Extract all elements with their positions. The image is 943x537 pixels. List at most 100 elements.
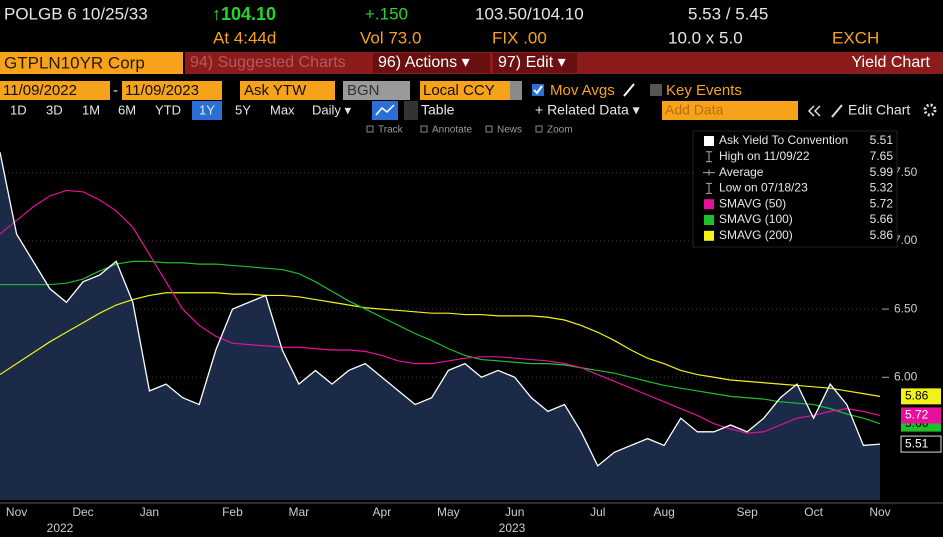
- tool-icon[interactable]: [535, 125, 543, 133]
- ui-text: POLGB 6 10/25/33 ↑104.10 +.150 103.50/104.1…: [3, 4, 931, 136]
- legend-label: SMAVG (50): [719, 196, 786, 210]
- edit-menu: 97) Edit ▾: [498, 54, 566, 71]
- last-value-label: 5.72: [905, 408, 929, 422]
- last-value-tag: [901, 407, 941, 424]
- period-button: 3D: [46, 102, 63, 117]
- field-box[interactable]: [240, 81, 335, 100]
- x-year-label: 2023: [499, 521, 526, 535]
- legend-label: SMAVG (100): [719, 212, 793, 226]
- x-tick-label: Nov: [869, 505, 890, 519]
- edit-button[interactable]: [493, 53, 577, 73]
- bid-ask-yield: 5.53 / 5.45: [688, 4, 768, 23]
- currency-box[interactable]: [420, 81, 510, 100]
- time: At 4:44d: [213, 28, 276, 47]
- x-tick-label: Jan: [140, 505, 159, 519]
- security: GTPLN10YR Corp: [4, 53, 145, 72]
- related-data: + Related Data ▾: [535, 102, 640, 118]
- collapse-icon[interactable]: [813, 105, 821, 117]
- view-title: Yield Chart: [851, 54, 930, 71]
- x-tick-label: Aug: [653, 505, 674, 519]
- add-data-box[interactable]: [662, 101, 798, 120]
- tool-icon[interactable]: [485, 125, 493, 133]
- collapse-icon[interactable]: [807, 105, 815, 117]
- legend-marker: [704, 199, 714, 210]
- tool-button: News: [497, 125, 522, 136]
- legend-label: Ask Yield To Convention: [719, 133, 848, 147]
- source: BGN: [347, 82, 380, 99]
- last-value-label: 5.51: [905, 436, 929, 450]
- mov-avgs-label: Mov Avgs: [550, 82, 615, 99]
- last-value-tag: [900, 435, 942, 453]
- y-tick-label: 6.00: [894, 369, 918, 383]
- period-selected: [192, 101, 222, 120]
- x-tick-label: Apr: [373, 505, 392, 519]
- bid-ask: 103.50/104.10: [475, 4, 584, 23]
- legend-marker: [704, 215, 714, 225]
- area: [0, 152, 880, 501]
- period-button: 6M: [118, 102, 136, 117]
- line-icon: [375, 104, 395, 116]
- check-icon: [533, 85, 543, 95]
- table-button: Table: [421, 102, 455, 118]
- chart: 7.50 7.00 6.50 6.00 Nov Dec Jan Feb Mar Apr May Jun…: [0, 130, 943, 535]
- pencil-icon[interactable]: [623, 83, 635, 97]
- x-tick-label: Oct: [804, 505, 823, 519]
- actions-button[interactable]: [373, 53, 490, 73]
- edit-chart: Edit Chart: [848, 102, 910, 118]
- moving-average-line: [0, 292, 881, 397]
- ticker: POLGB 6 10/25/33: [4, 4, 148, 23]
- pencil-icon[interactable]: [831, 104, 843, 118]
- tool-button: Track: [378, 125, 404, 136]
- tool-button: Zoom: [547, 125, 573, 136]
- legend-label: Low on 07/18/23: [719, 181, 808, 195]
- legend-value: 5.86: [870, 228, 894, 242]
- field: Ask YTW: [244, 82, 307, 99]
- legend-value: 5.32: [870, 181, 894, 195]
- security-box[interactable]: [0, 52, 183, 74]
- x-tick-label: Jun: [505, 505, 524, 519]
- legend-label: Average: [719, 165, 764, 179]
- period-button: YTD: [155, 102, 181, 117]
- source-box[interactable]: [343, 81, 410, 100]
- key-events-label: Key Events: [666, 82, 742, 99]
- gear-icon[interactable]: [923, 103, 937, 117]
- end-date: 11/09/2023: [125, 82, 199, 99]
- tool-icon[interactable]: [366, 125, 374, 133]
- x-tick-label: Sep: [736, 505, 758, 519]
- legend-value: 5.51: [870, 133, 894, 147]
- legend-label: SMAVG (200): [719, 228, 793, 242]
- end-date-box[interactable]: [122, 81, 222, 100]
- legend-marker: [706, 151, 712, 163]
- fix: FIX .00: [492, 28, 547, 47]
- legend-value: 7.65: [870, 149, 894, 163]
- tool-icon[interactable]: [420, 125, 428, 133]
- period-button: 1D: [10, 102, 27, 117]
- start-date-box[interactable]: [0, 81, 110, 100]
- currency-dropdown[interactable]: [510, 81, 522, 100]
- legend-box: [692, 130, 898, 248]
- moving-average-line: [0, 189, 881, 434]
- x-tick-label: Feb: [222, 505, 243, 519]
- x-tick-label: Dec: [72, 505, 93, 519]
- y-tick-label: 6.50: [894, 301, 918, 315]
- x-tick-label: Nov: [6, 505, 27, 519]
- table-icon[interactable]: [404, 101, 418, 120]
- legend-value: 5.99: [870, 165, 894, 179]
- size: 10.0 x 5.0: [668, 28, 743, 47]
- frequency: Daily ▾: [312, 102, 352, 117]
- legend-value: 5.72: [870, 196, 894, 210]
- currency: Local CCY: [423, 82, 495, 99]
- legend-marker: [704, 136, 714, 146]
- suggested-charts: 94) Suggested Charts: [190, 54, 346, 71]
- y-tick-label: 7.00: [894, 233, 918, 247]
- legend-marker: [704, 230, 714, 241]
- tool-button: Annotate: [432, 125, 472, 136]
- x-tick-label: Mar: [289, 505, 310, 519]
- x-tick-label: May: [437, 505, 460, 519]
- actions-menu: 96) Actions ▾: [378, 54, 470, 71]
- x-tick-label: Jul: [590, 505, 605, 519]
- yield-line: [0, 152, 881, 467]
- key-events-checkbox[interactable]: [650, 84, 662, 96]
- period-button: 1M: [82, 102, 100, 117]
